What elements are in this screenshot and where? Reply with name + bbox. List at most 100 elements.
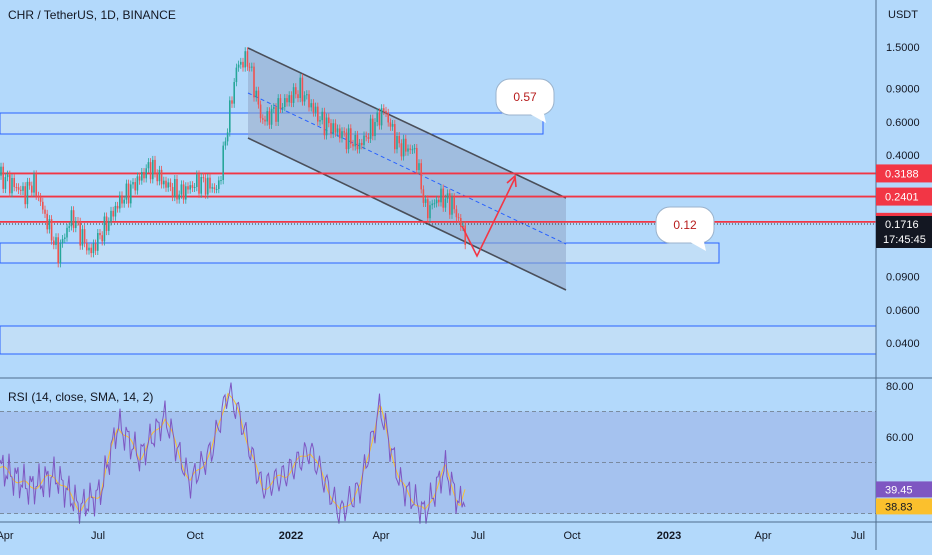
candle-body bbox=[292, 87, 295, 103]
candle-body bbox=[264, 119, 266, 122]
candle-body bbox=[31, 185, 33, 193]
candle-body bbox=[418, 163, 420, 171]
candle-body bbox=[281, 107, 284, 109]
candle-body bbox=[303, 95, 306, 102]
candle-body bbox=[222, 145, 224, 181]
callout-bubble bbox=[655, 206, 715, 244]
candle-body bbox=[26, 181, 29, 205]
candle-body bbox=[20, 189, 22, 191]
candle-body bbox=[134, 182, 136, 191]
candle-body bbox=[218, 180, 220, 190]
candle-body bbox=[123, 199, 125, 204]
candle-body bbox=[154, 159, 156, 174]
candle-body bbox=[79, 221, 81, 246]
candle-body bbox=[119, 195, 121, 209]
candle-body bbox=[402, 138, 405, 157]
current-price-tag bbox=[876, 216, 932, 248]
candle-body bbox=[358, 142, 361, 150]
price-tick-label: 1.5000 bbox=[886, 42, 920, 54]
candle-body bbox=[385, 110, 387, 113]
candle-body bbox=[297, 94, 299, 99]
candle-body bbox=[389, 122, 392, 127]
candle-body bbox=[204, 178, 207, 195]
candle-body bbox=[376, 112, 378, 123]
candle-body bbox=[332, 123, 334, 134]
rsi-value-label: 39.45 bbox=[885, 484, 913, 496]
candle-body bbox=[127, 183, 130, 204]
candle-body bbox=[433, 203, 436, 205]
candle-body bbox=[350, 128, 352, 144]
price-tag bbox=[876, 164, 932, 183]
candle-body bbox=[438, 199, 440, 203]
candle-body bbox=[147, 162, 150, 169]
time-tick-label: Jul bbox=[851, 530, 865, 542]
candle-body bbox=[352, 143, 354, 147]
time-tick-label: Oct bbox=[563, 530, 580, 542]
candle-body bbox=[347, 128, 350, 150]
candle-body bbox=[387, 112, 389, 123]
price-tick-label: 0.4000 bbox=[886, 150, 920, 162]
candle-body bbox=[143, 171, 145, 179]
candle-body bbox=[416, 147, 418, 171]
candle-body bbox=[449, 193, 451, 215]
candle-body bbox=[257, 90, 260, 105]
candle-body bbox=[108, 221, 110, 231]
candle-body bbox=[341, 131, 343, 139]
zone-rect bbox=[0, 242, 720, 264]
price-tag bbox=[876, 187, 932, 206]
current-price-label: 0.1716 bbox=[885, 219, 919, 231]
candle-body bbox=[383, 108, 385, 111]
candle-body bbox=[215, 189, 218, 191]
time-tick-label: 2023 bbox=[657, 530, 681, 542]
candle-body bbox=[176, 179, 178, 200]
candle-body bbox=[306, 94, 308, 96]
price-tick-label: 0.6000 bbox=[886, 117, 920, 129]
candle-body bbox=[464, 225, 466, 246]
candle-body bbox=[431, 203, 433, 206]
candle-body bbox=[4, 177, 7, 189]
candle-body bbox=[391, 124, 394, 127]
candle-body bbox=[312, 103, 315, 113]
callout-label: 0.57 bbox=[513, 90, 537, 104]
candle-body bbox=[42, 201, 44, 210]
candle-body bbox=[37, 195, 40, 197]
candle-body bbox=[187, 186, 189, 190]
price-tag-label: 0.2401 bbox=[885, 192, 919, 204]
candle-body bbox=[319, 120, 321, 122]
time-tick-label: 2022 bbox=[279, 530, 303, 542]
candle-body bbox=[394, 124, 396, 150]
candle-body bbox=[70, 210, 73, 227]
symbol-title: CHR / TetherUS, 1D, BINANCE bbox=[8, 8, 176, 22]
candle-body bbox=[242, 61, 244, 68]
candle-body bbox=[185, 186, 187, 200]
candle-body bbox=[411, 149, 414, 151]
candle-body bbox=[0, 166, 2, 176]
candle-body bbox=[53, 240, 55, 246]
candle-body bbox=[328, 117, 330, 124]
candle-body bbox=[457, 217, 460, 219]
candle-body bbox=[244, 51, 246, 68]
candle-body bbox=[66, 227, 68, 238]
candle-body bbox=[378, 112, 381, 126]
candle-body bbox=[88, 247, 90, 251]
price-tag-label: 0.3188 bbox=[885, 168, 919, 180]
candle-body bbox=[233, 82, 235, 104]
time-tick-label: Oct bbox=[186, 530, 203, 542]
candle-body bbox=[339, 128, 341, 139]
candle-body bbox=[94, 243, 97, 251]
candle-body bbox=[255, 90, 257, 98]
time-tick-label: Apr bbox=[754, 530, 771, 542]
candle-body bbox=[48, 219, 51, 230]
candle-body bbox=[451, 197, 453, 215]
rsi-sma-label: 38.83 bbox=[885, 501, 913, 513]
candle-body bbox=[81, 229, 84, 246]
candle-body bbox=[374, 122, 376, 137]
candle-body bbox=[323, 111, 326, 136]
time-tick-label: Jul bbox=[471, 530, 485, 542]
candle-body bbox=[198, 174, 200, 194]
candle-body bbox=[152, 159, 154, 180]
candle-body bbox=[317, 106, 319, 122]
rsi-title: RSI (14, close, SMA, 14, 2) bbox=[8, 390, 154, 404]
